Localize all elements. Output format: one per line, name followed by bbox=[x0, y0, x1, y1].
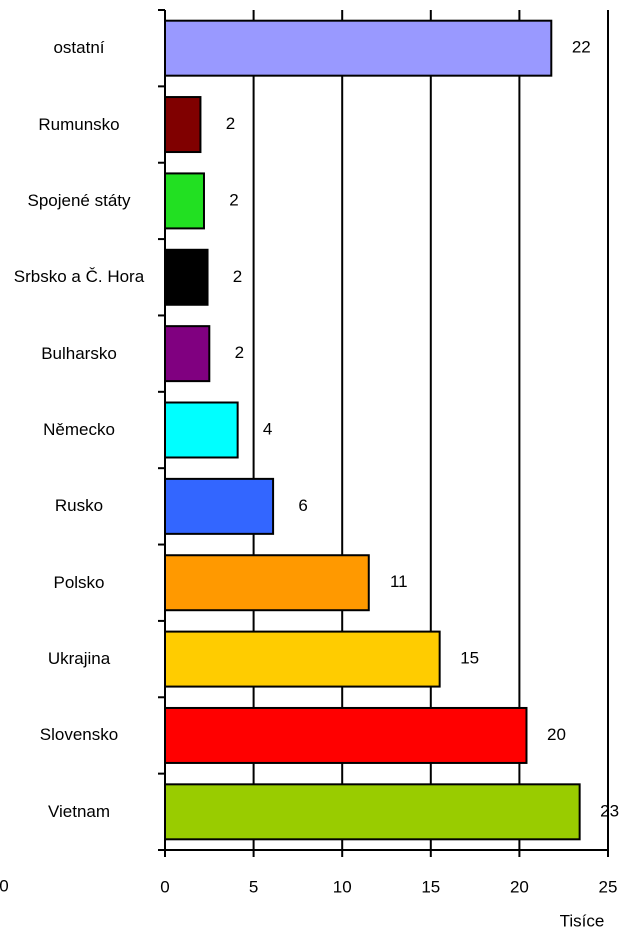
value-label: 2 bbox=[229, 190, 238, 209]
bar bbox=[164, 554, 370, 612]
value-label: 11 bbox=[390, 572, 408, 591]
category-label: Rumunsko bbox=[38, 114, 120, 134]
value-label: 22 bbox=[572, 38, 591, 57]
bar bbox=[164, 19, 553, 77]
bar bbox=[164, 325, 211, 383]
value-label: 4 bbox=[263, 419, 272, 438]
category-label: Srbsko a Č. Hora bbox=[13, 267, 145, 287]
x-tick-label: 20 bbox=[510, 877, 529, 896]
x-tick-label: 15 bbox=[421, 877, 440, 896]
value-label: 15 bbox=[460, 649, 479, 668]
category-label: Slovensko bbox=[39, 725, 119, 745]
bar bbox=[164, 96, 202, 154]
value-label: 20 bbox=[547, 725, 566, 744]
category-label: Spojené státy bbox=[27, 190, 131, 210]
bar bbox=[164, 248, 209, 306]
value-label: 6 bbox=[298, 496, 307, 515]
x-tick-label: 10 bbox=[333, 877, 352, 896]
category-label: Ukrajina bbox=[47, 649, 111, 669]
category-label: Polsko bbox=[53, 572, 105, 592]
category-label: Bulharsko bbox=[41, 343, 117, 363]
category-label: Vietnam bbox=[47, 801, 111, 821]
x-axis-label: Tisíce bbox=[560, 911, 605, 930]
bar bbox=[164, 172, 205, 230]
bar bbox=[164, 783, 581, 841]
x-tick-label: 25 bbox=[599, 877, 618, 896]
value-label: 2 bbox=[233, 267, 242, 286]
bar bbox=[164, 477, 275, 535]
value-label: 2 bbox=[235, 343, 244, 362]
bar bbox=[164, 706, 528, 764]
bar bbox=[164, 630, 441, 688]
value-label: 23 bbox=[600, 801, 619, 820]
category-label: ostatní bbox=[53, 38, 105, 58]
x-tick-label: 5 bbox=[249, 877, 258, 896]
x-tick-label: 0 bbox=[160, 877, 169, 896]
category-label: Německo bbox=[43, 420, 115, 439]
category-label: Rusko bbox=[54, 496, 104, 516]
bar bbox=[164, 401, 239, 459]
value-label: 2 bbox=[226, 114, 235, 133]
annotation: 0 bbox=[0, 876, 9, 895]
